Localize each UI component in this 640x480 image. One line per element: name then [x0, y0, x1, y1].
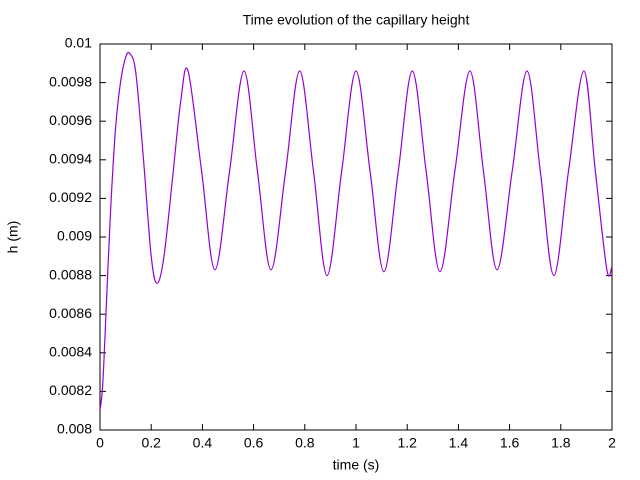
y-tick-label: 0.009 [57, 228, 92, 244]
chart-title: Time evolution of the capillary height [243, 12, 470, 28]
x-tick-label: 0.6 [244, 435, 264, 451]
y-tick-label: 0.0098 [49, 73, 92, 89]
x-tick-label: 1 [352, 435, 360, 451]
plot-border [99, 43, 613, 431]
y-tick-label: 0.01 [65, 35, 92, 51]
x-tick-label: 0.2 [141, 435, 161, 451]
y-axis-label: h (m) [5, 221, 21, 254]
y-tick-label: 0.0096 [49, 112, 92, 128]
x-tick-label: 2 [608, 435, 616, 451]
x-tick-label: 0.4 [193, 435, 213, 451]
x-tick-label: 0 [96, 435, 104, 451]
x-tick-label: 0.8 [295, 435, 315, 451]
x-tick-label: 1.2 [397, 435, 417, 451]
y-tick-label: 0.0082 [49, 382, 92, 398]
y-tick-label: 0.0088 [49, 266, 92, 282]
y-tick-label: 0.0094 [49, 151, 92, 167]
y-tick-label: 0.0084 [49, 344, 92, 360]
x-tick-label: 1.8 [551, 435, 571, 451]
x-tick-label: 1.6 [500, 435, 520, 451]
y-tick-label: 0.0092 [49, 189, 92, 205]
y-tick-label: 0.008 [57, 421, 92, 437]
x-axis-label: time (s) [333, 457, 380, 473]
y-tick-label: 0.0086 [49, 305, 92, 321]
data-line [99, 51, 613, 411]
x-tick-label: 1.4 [449, 435, 469, 451]
